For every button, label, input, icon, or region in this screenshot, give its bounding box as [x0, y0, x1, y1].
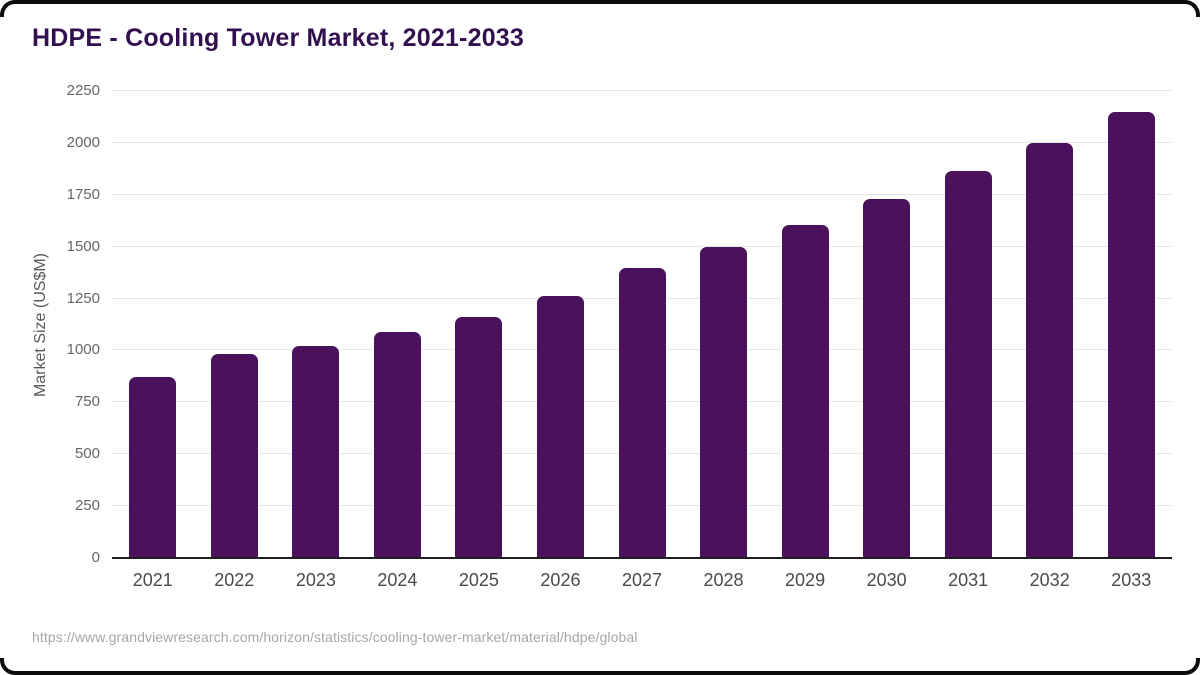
y-tick-label-1500: 1500 [66, 237, 100, 255]
y-tick-label-1000: 1000 [66, 341, 100, 359]
bar-2028 [700, 246, 748, 558]
x-tick-label-2031: 2031 [948, 570, 989, 590]
card-frame-top [0, 0, 1200, 17]
x-tick-label-2033: 2033 [1111, 570, 1152, 590]
bar-2025 [455, 317, 503, 558]
bar-2029 [781, 224, 829, 558]
y-axis-title: Market Size (US$M) [32, 252, 49, 397]
card-frame-bottom [0, 658, 1200, 675]
bar-2026 [536, 296, 584, 558]
y-tick-label-500: 500 [74, 445, 100, 463]
bar-2023 [292, 346, 340, 558]
x-tick-label-2024: 2024 [377, 570, 418, 590]
gridline-1500 [112, 245, 1172, 247]
x-tick-label-2028: 2028 [703, 570, 744, 590]
x-tick-label-2021: 2021 [132, 570, 173, 590]
bar-2031 [944, 170, 992, 558]
x-tick-label-2030: 2030 [866, 570, 907, 590]
x-axis-line [112, 557, 1172, 559]
y-tick-label-750: 750 [74, 393, 100, 411]
x-tick-label-2029: 2029 [785, 570, 826, 590]
source-url: https://www.grandviewresearch.com/horizo… [32, 629, 638, 645]
y-tick-label-2250: 2250 [66, 82, 100, 99]
bar-2030 [863, 198, 911, 558]
y-tick-label-250: 250 [74, 497, 100, 515]
x-tick-label-2027: 2027 [621, 570, 663, 590]
chart-title: HDPE - Cooling Tower Market, 2021-2033 [32, 24, 524, 52]
y-tick-label-0: 0 [91, 549, 100, 566]
x-tick-label-2022: 2022 [214, 570, 255, 590]
x-tick-label-2032: 2032 [1029, 570, 1070, 590]
gridline-1750 [112, 193, 1172, 195]
y-tick-label-2000: 2000 [66, 133, 100, 151]
x-tick-label-2023: 2023 [295, 570, 336, 590]
bar-2022 [210, 353, 258, 558]
x-tick-label-2025: 2025 [458, 570, 499, 590]
bar-2024 [373, 331, 421, 558]
bar-2027 [618, 268, 666, 558]
bar-2021 [129, 377, 177, 558]
gridline-2000 [112, 141, 1172, 143]
y-tick-label-1750: 1750 [66, 185, 100, 203]
x-tick-label-2026: 2026 [540, 570, 581, 590]
gridline-2250 [112, 90, 1172, 91]
bar-2033 [1107, 111, 1155, 558]
bar-2032 [1026, 142, 1074, 558]
chart-plot-area [112, 90, 1172, 558]
y-tick-label-1250: 1250 [66, 289, 100, 307]
